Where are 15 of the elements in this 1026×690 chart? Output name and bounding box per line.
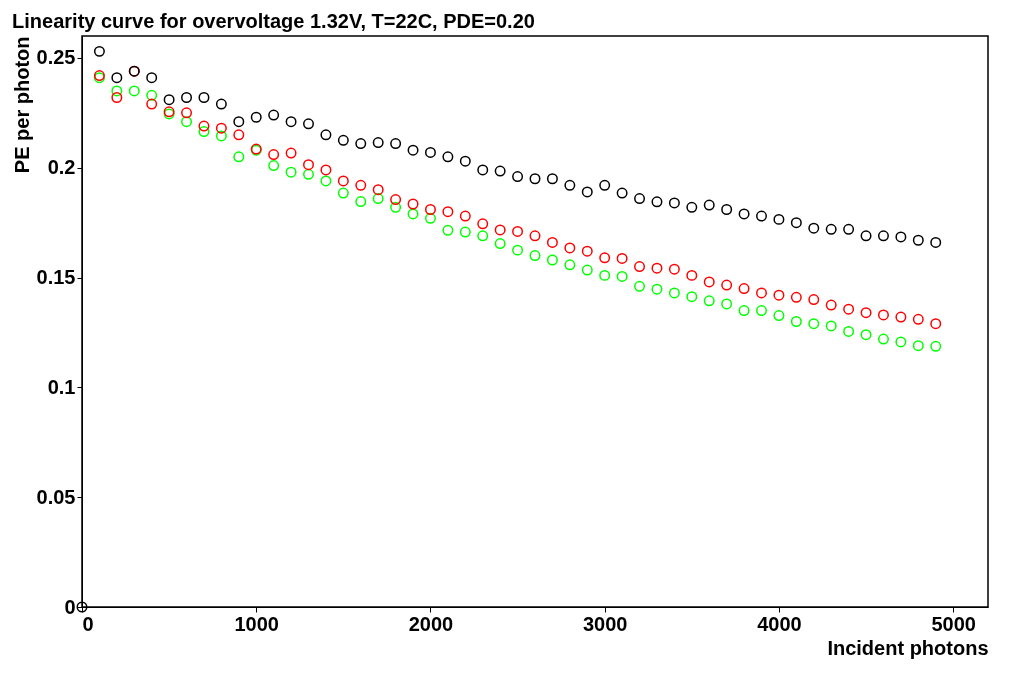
x-tick-label: 0 (82, 612, 94, 635)
y-tick-label: 0.1 (47, 375, 76, 398)
y-tick-label: 0.2 (47, 156, 76, 179)
x-tick-label: 1000 (234, 612, 279, 635)
x-tick-label: 4000 (757, 612, 802, 635)
x-axis-title: Incident photons (827, 636, 989, 659)
y-tick-label: 0.15 (36, 266, 76, 289)
x-tick-label: 5000 (931, 612, 976, 635)
y-axis-title: PE per photon (10, 36, 33, 174)
y-tick-label: 0 (64, 595, 76, 618)
x-tick-label: 3000 (582, 612, 628, 635)
x-tick-label: 2000 (408, 612, 454, 635)
chart-title: Linearity curve for overvoltage 1.32V, T=22C, PDE=0.20 (12, 10, 535, 32)
y-tick-label: 0.05 (36, 485, 76, 508)
y-tick-label: 0.25 (36, 46, 76, 69)
